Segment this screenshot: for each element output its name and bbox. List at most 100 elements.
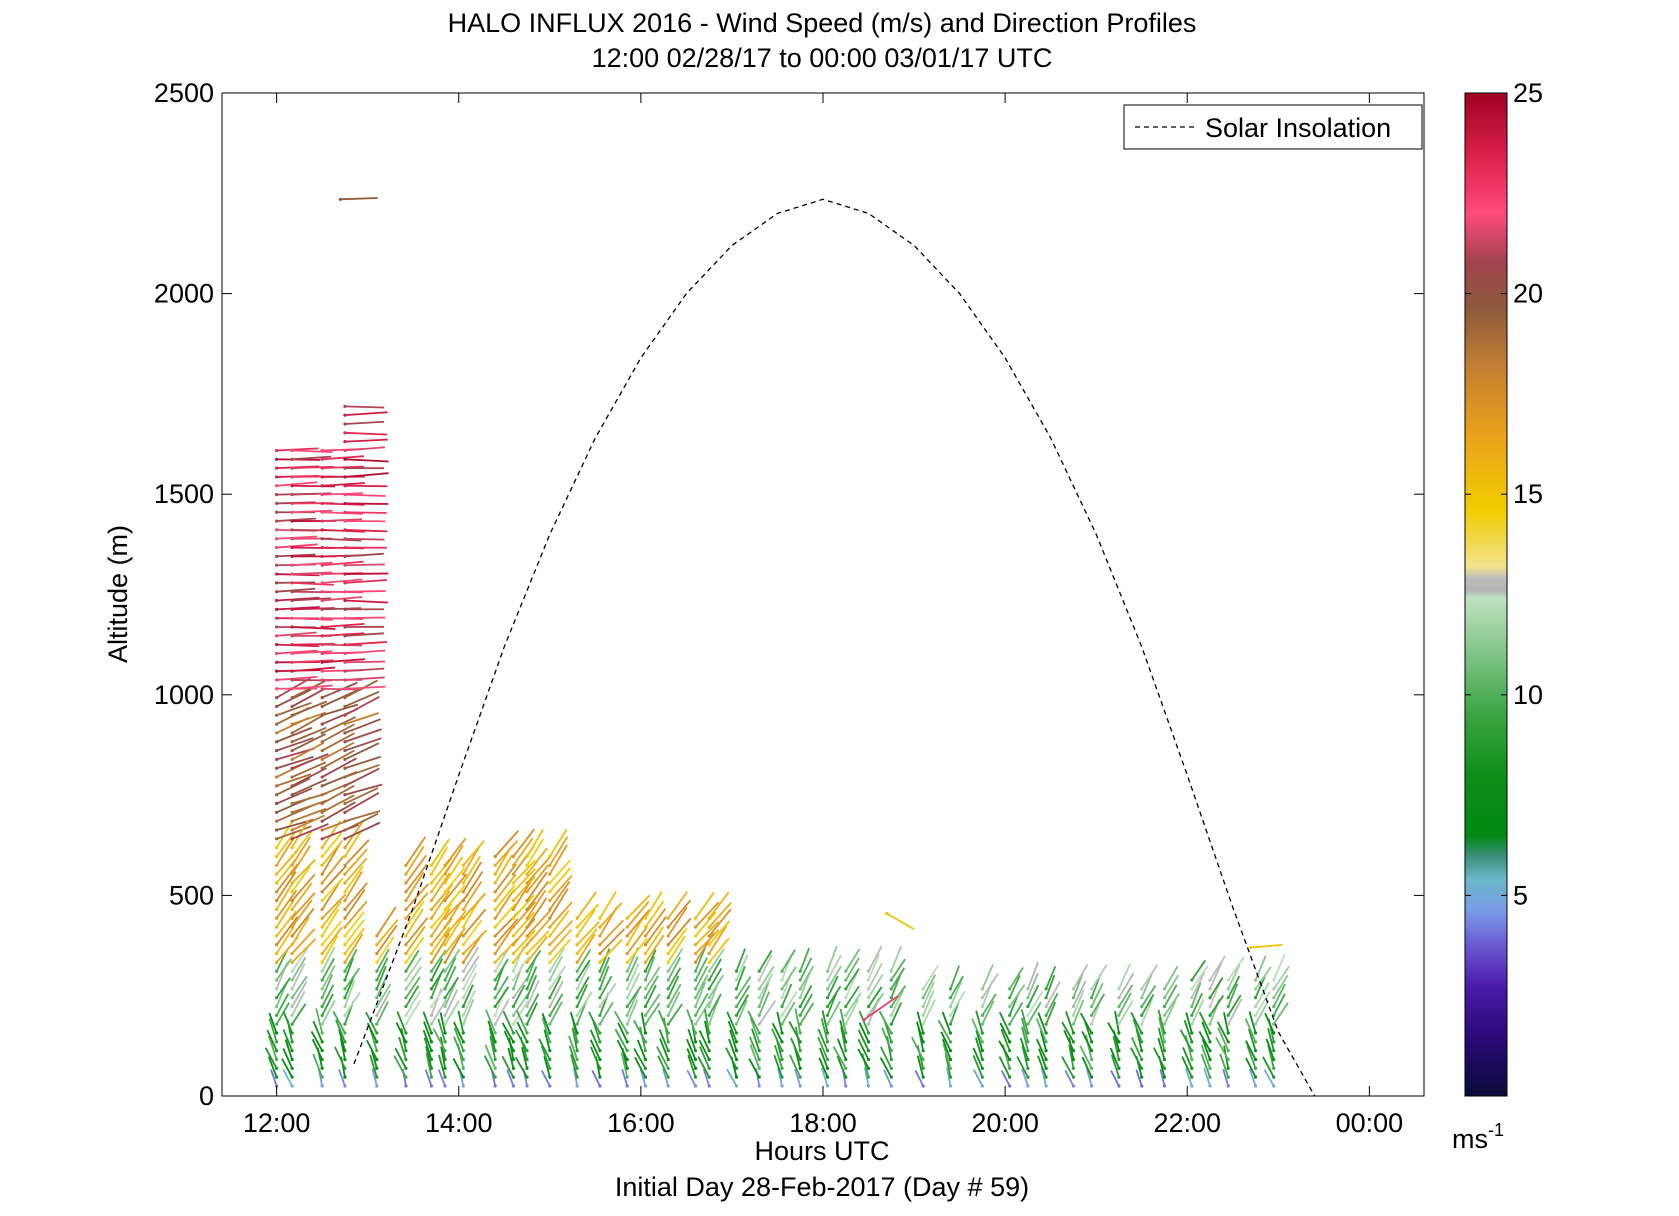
wind-barb (643, 891, 663, 920)
wind-barb-shaft (826, 975, 839, 999)
wind-barb-head (707, 916, 711, 920)
wind-barb (749, 1017, 761, 1044)
wind-barb-head (290, 1031, 294, 1035)
wind-barb (343, 411, 388, 417)
wind-barb-shaft (494, 889, 515, 919)
wind-barb-head (1044, 1057, 1048, 1062)
wind-barb (461, 871, 484, 903)
wind-barb (693, 929, 720, 956)
wind-barb (275, 688, 312, 709)
wind-barb-head (343, 598, 347, 603)
wind-barb-shaft (1190, 971, 1206, 999)
wind-barb (320, 801, 356, 823)
wind-barb-shaft (1110, 1070, 1120, 1087)
wind-barb-shaft (322, 687, 363, 691)
wind-barb-head (798, 1040, 802, 1044)
wind-barb (343, 812, 379, 832)
wind-barb-shaft (344, 660, 386, 664)
wind-barb-head (320, 713, 324, 717)
wind-barb-head (1026, 987, 1030, 991)
wind-barb (343, 446, 385, 453)
wind-barb-head (666, 1049, 670, 1053)
wind-barb-shaft (538, 1038, 551, 1060)
wind-barb-shaft (292, 650, 333, 655)
wind-barb-shaft (291, 753, 329, 770)
wind-barb-shaft (291, 761, 327, 778)
wind-barb-head (1140, 1066, 1144, 1070)
wind-barb (548, 938, 571, 965)
wind-barb-shaft (794, 1068, 802, 1087)
wind-barb-head (461, 987, 465, 991)
wind-barb (320, 578, 363, 585)
wind-barb-head (1253, 996, 1258, 1000)
wind-barb-head (290, 996, 294, 1000)
wind-barb-head (343, 537, 347, 541)
wind-barb (443, 910, 467, 938)
wind-barb-head (575, 925, 579, 929)
wind-barb-head (511, 916, 515, 920)
wind-barb-shaft (644, 949, 657, 972)
wind-barb-head (320, 793, 324, 797)
wind-barb-head (575, 1066, 579, 1070)
wind-barb-shaft (282, 1048, 293, 1069)
x-tick-label: 16:00 (607, 1108, 675, 1138)
wind-barb (404, 966, 422, 991)
wind-barb-shaft (794, 1008, 802, 1034)
wind-barb (343, 685, 386, 691)
wind-barb (914, 1070, 925, 1088)
wind-barb-head (429, 881, 434, 885)
wind-barb-head (1162, 1057, 1167, 1062)
wind-barb-head (548, 978, 552, 982)
wind-barb (290, 990, 306, 1017)
wind-barb-head (429, 1066, 434, 1070)
wind-barb-shaft (644, 966, 661, 990)
wind-barb (290, 509, 333, 514)
wind-barb-shaft (376, 983, 392, 1008)
wind-barb-shaft (1065, 1011, 1075, 1034)
wind-barb (443, 844, 464, 876)
wind-barb-head (290, 960, 294, 965)
wind-barb (548, 909, 570, 938)
wind-barb (575, 928, 598, 956)
wind-barb-shaft (292, 659, 334, 664)
wind-barb-shaft (444, 867, 466, 893)
wind-barb (290, 455, 332, 461)
wind-barb-head (290, 854, 294, 859)
wind-barb (312, 1020, 324, 1044)
wind-barb-head (343, 634, 347, 638)
wind-barb-head (320, 678, 324, 682)
wind-barb (575, 984, 589, 1009)
wind-barb-shaft (291, 836, 311, 866)
wind-barb-head (275, 528, 279, 532)
wind-barb-head (625, 1004, 629, 1009)
wind-barb (320, 855, 345, 885)
wind-barb-shaft (344, 679, 378, 699)
wind-barb (290, 907, 315, 938)
wind-barb-head (290, 1084, 294, 1088)
wind-barb-shaft (315, 1008, 324, 1034)
wind-barb-shaft (549, 874, 573, 902)
wind-barb-head (320, 846, 324, 850)
wind-barb (343, 718, 381, 735)
wind-barb-shaft (344, 632, 384, 637)
wind-barb (1226, 983, 1239, 1009)
wind-barb-head (511, 1049, 515, 1053)
wind-barb (394, 1047, 408, 1070)
wind-barb-head (461, 1004, 465, 1009)
wind-barb (975, 1010, 984, 1035)
wind-barb-shaft (1079, 1045, 1093, 1069)
wind-barb-head (1026, 1066, 1030, 1070)
wind-barb-head (798, 1013, 802, 1017)
wind-barb (1162, 974, 1180, 1000)
wind-barb-head (461, 916, 465, 920)
wind-barb (1065, 1011, 1076, 1035)
wind-barb-head (866, 1075, 871, 1079)
wind-barb-head (375, 951, 379, 956)
wind-barb-head (525, 951, 529, 956)
wind-barb-head (866, 1057, 871, 1062)
wind-barb (572, 1067, 579, 1088)
wind-barb (343, 755, 381, 770)
wind-barb-head (1140, 1031, 1144, 1035)
wind-barb (844, 992, 862, 1017)
wind-barb-head (511, 872, 515, 876)
